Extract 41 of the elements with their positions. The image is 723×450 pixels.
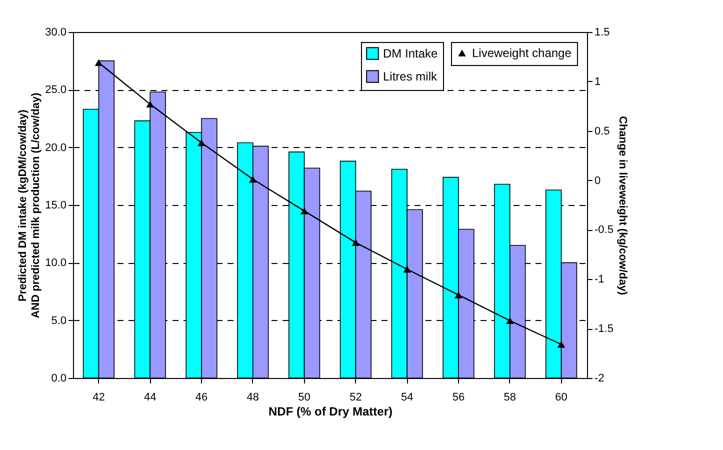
y2-tick-label: -0.5 <box>594 224 614 236</box>
y-tick-label: 20.0 <box>45 142 66 154</box>
x-tick-label: 50 <box>298 392 310 404</box>
y2-tick-label: 0 <box>594 174 601 187</box>
point <box>403 266 411 273</box>
point <box>557 341 566 348</box>
legend-label: DM Intake <box>383 46 438 60</box>
legend-label: Liveweight change <box>472 46 572 60</box>
y2-tick-label: -1 <box>594 274 604 286</box>
y2-tick-label: -1.5 <box>594 323 614 336</box>
x-tick-label: 52 <box>350 392 362 404</box>
point <box>506 317 514 324</box>
x-tick-label: 60 <box>555 392 568 404</box>
point <box>198 139 206 146</box>
x-tick-label: 56 <box>452 392 465 404</box>
x-axis-title: NDF (% of Dry Matter) <box>268 404 393 418</box>
point <box>249 176 257 183</box>
y-tick-label: 25.0 <box>45 84 66 96</box>
point <box>454 292 462 298</box>
y-tick-label: 15.0 <box>45 200 66 212</box>
x-tick-label: 42 <box>92 392 105 404</box>
y-axis-title: Predicted DM intake (kgDM/cow/day) AND predicted milk production (L/cow/day) <box>17 92 42 318</box>
y-tick-label: 30.0 <box>45 26 66 38</box>
point <box>300 208 308 214</box>
x-tick-label: 48 <box>246 392 260 404</box>
x-tick-label: 44 <box>144 392 156 404</box>
point <box>94 59 103 66</box>
x-tick-label: 46 <box>195 392 208 404</box>
point <box>352 239 360 246</box>
x-tick-label: 54 <box>400 392 414 404</box>
y-tick-label: 10.0 <box>45 257 66 270</box>
y2-tick-label: 1 <box>594 76 601 88</box>
y2-axis-title: Change in liveweight (kg/cow/day) <box>616 116 628 296</box>
y2-tick-label: -2 <box>594 372 604 384</box>
y-tick-label: 0.0 <box>51 372 66 384</box>
legend-label: Litres milk <box>383 70 438 84</box>
x-tick-label: 58 <box>504 392 516 404</box>
y2-tick-label: 0.5 <box>594 125 610 138</box>
y2-tick-label: 1.5 <box>594 26 610 38</box>
y-tick-label: 5.0 <box>51 314 66 327</box>
point <box>146 100 154 108</box>
